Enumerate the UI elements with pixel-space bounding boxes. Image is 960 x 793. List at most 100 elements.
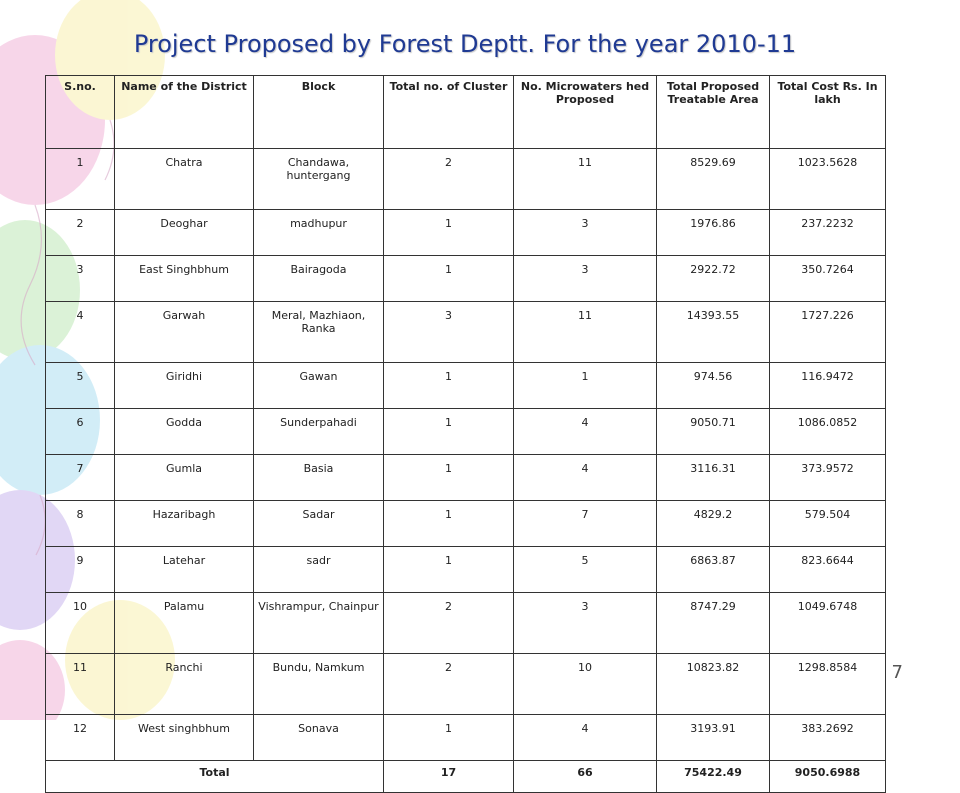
- column-header-block: Block: [253, 75, 384, 149]
- cell-block: Bairagoda: [253, 255, 384, 302]
- total-label: Total: [45, 760, 384, 793]
- cell-microwatersheds: 4: [513, 408, 657, 455]
- column-header-sno: S.no.: [45, 75, 115, 149]
- table-row: 2 Deoghar madhupur 1 3 1976.86 237.2232: [45, 209, 886, 256]
- cell-block: Sonava: [253, 714, 384, 761]
- cell-cost: 1049.6748: [769, 592, 886, 654]
- total-microwatersheds: 66: [513, 760, 657, 793]
- cell-clusters: 2: [383, 148, 514, 210]
- table-row: 3 East Singhbhum Bairagoda 1 3 2922.72 3…: [45, 255, 886, 302]
- cell-block: sadr: [253, 546, 384, 593]
- cell-microwatersheds: 3: [513, 255, 657, 302]
- cell-block: Gawan: [253, 362, 384, 409]
- cell-microwatersheds: 10: [513, 653, 657, 715]
- cell-block: Sunderpahadi: [253, 408, 384, 455]
- cell-district: Deoghar: [114, 209, 254, 256]
- cell-sno: 10: [45, 592, 115, 654]
- cell-cost: 1298.8584: [769, 653, 886, 715]
- cell-sno: 4: [45, 301, 115, 363]
- cell-district: Hazaribagh: [114, 500, 254, 547]
- table-row: 8 Hazaribagh Sadar 1 7 4829.2 579.504: [45, 500, 886, 547]
- table-total-row: Total 17 66 75422.49 9050.6988: [45, 760, 886, 793]
- cell-district: Palamu: [114, 592, 254, 654]
- cell-block: Sadar: [253, 500, 384, 547]
- cell-sno: 6: [45, 408, 115, 455]
- cell-clusters: 1: [383, 714, 514, 761]
- cell-area: 8529.69: [656, 148, 770, 210]
- cell-microwatersheds: 3: [513, 209, 657, 256]
- cell-area: 14393.55: [656, 301, 770, 363]
- total-cost: 9050.6988: [769, 760, 886, 793]
- cell-block: Vishrampur, Chainpur: [253, 592, 384, 654]
- page-number: 7: [891, 662, 903, 683]
- column-header-microwatersheds: No. Microwaters hed Proposed: [513, 75, 657, 149]
- cell-area: 6863.87: [656, 546, 770, 593]
- cell-clusters: 3: [383, 301, 514, 363]
- cell-sno: 1: [45, 148, 115, 210]
- cell-sno: 2: [45, 209, 115, 256]
- cell-cost: 350.7264: [769, 255, 886, 302]
- cell-sno: 7: [45, 454, 115, 501]
- cell-area: 2922.72: [656, 255, 770, 302]
- cell-microwatersheds: 4: [513, 454, 657, 501]
- cell-clusters: 2: [383, 592, 514, 654]
- cell-block: Bundu, Namkum: [253, 653, 384, 715]
- cell-district: Giridhi: [114, 362, 254, 409]
- cell-area: 8747.29: [656, 592, 770, 654]
- total-clusters: 17: [383, 760, 514, 793]
- cell-microwatersheds: 11: [513, 301, 657, 363]
- cell-area: 10823.82: [656, 653, 770, 715]
- cell-cost: 823.6644: [769, 546, 886, 593]
- cell-district: Ranchi: [114, 653, 254, 715]
- cell-block: Meral, Mazhiaon, Ranka: [253, 301, 384, 363]
- cell-area: 1976.86: [656, 209, 770, 256]
- cell-district: Godda: [114, 408, 254, 455]
- cell-clusters: 1: [383, 209, 514, 256]
- cell-microwatersheds: 7: [513, 500, 657, 547]
- cell-area: 4829.2: [656, 500, 770, 547]
- cell-cost: 1727.226: [769, 301, 886, 363]
- cell-cost: 116.9472: [769, 362, 886, 409]
- table-row: 5 Giridhi Gawan 1 1 974.56 116.9472: [45, 362, 886, 409]
- cell-microwatersheds: 5: [513, 546, 657, 593]
- cell-block: Chandawa, huntergang: [253, 148, 384, 210]
- cell-sno: 11: [45, 653, 115, 715]
- cell-sno: 12: [45, 714, 115, 761]
- column-header-cost: Total Cost Rs. In lakh: [769, 75, 886, 149]
- cell-cost: 1086.0852: [769, 408, 886, 455]
- table-row: 7 Gumla Basia 1 4 3116.31 373.9572: [45, 454, 886, 501]
- cell-area: 9050.71: [656, 408, 770, 455]
- cell-area: 3193.91: [656, 714, 770, 761]
- cell-district: Garwah: [114, 301, 254, 363]
- table-header-row: S.no. Name of the District Block Total n…: [45, 75, 886, 149]
- cell-sno: 8: [45, 500, 115, 547]
- cell-microwatersheds: 4: [513, 714, 657, 761]
- cell-clusters: 1: [383, 454, 514, 501]
- cell-clusters: 1: [383, 255, 514, 302]
- column-header-clusters: Total no. of Cluster: [383, 75, 514, 149]
- cell-district: Chatra: [114, 148, 254, 210]
- table-row: 10 Palamu Vishrampur, Chainpur 2 3 8747.…: [45, 592, 886, 654]
- cell-district: West singhbhum: [114, 714, 254, 761]
- cell-district: East Singhbhum: [114, 255, 254, 302]
- cell-area: 3116.31: [656, 454, 770, 501]
- column-header-district: Name of the District: [114, 75, 254, 149]
- cell-clusters: 1: [383, 408, 514, 455]
- cell-clusters: 1: [383, 362, 514, 409]
- cell-area: 974.56: [656, 362, 770, 409]
- cell-microwatersheds: 3: [513, 592, 657, 654]
- cell-clusters: 1: [383, 500, 514, 547]
- column-header-area: Total Proposed Treatable Area: [656, 75, 770, 149]
- cell-cost: 383.2692: [769, 714, 886, 761]
- table-row: 9 Latehar sadr 1 5 6863.87 823.6644: [45, 546, 886, 593]
- cell-cost: 1023.5628: [769, 148, 886, 210]
- cell-sno: 3: [45, 255, 115, 302]
- table-row: 4 Garwah Meral, Mazhiaon, Ranka 3 11 143…: [45, 301, 886, 363]
- table-row: 6 Godda Sunderpahadi 1 4 9050.71 1086.08…: [45, 408, 886, 455]
- cell-microwatersheds: 11: [513, 148, 657, 210]
- cell-district: Latehar: [114, 546, 254, 593]
- cell-cost: 237.2232: [769, 209, 886, 256]
- cell-block: madhupur: [253, 209, 384, 256]
- cell-sno: 5: [45, 362, 115, 409]
- page-title: Project Proposed by Forest Deptt. For th…: [133, 30, 797, 58]
